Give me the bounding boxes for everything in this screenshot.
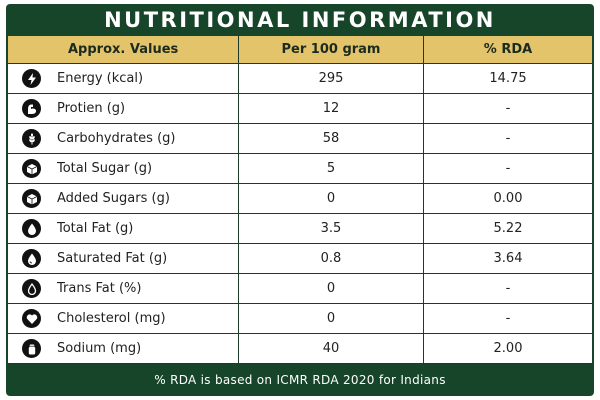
rda-value: - — [505, 161, 511, 176]
table-row: Saturated Fat (g) 0.8 3.64 — [8, 244, 592, 274]
nutrition-panel: NUTRITIONAL INFORMATION Approx. Values P… — [6, 4, 594, 396]
nutrient-label: Protien (g) — [57, 101, 126, 116]
table-row: Trans Fat (%) 0 - — [8, 274, 592, 304]
nutrient-label: Sodium (mg) — [57, 341, 142, 356]
table-row: Added Sugars (g) 0 0.00 — [8, 184, 592, 214]
rda-value: - — [505, 311, 511, 326]
table-row: Carbohydrates (g) 58 - — [8, 124, 592, 154]
table-row: Total Fat (g) 3.5 5.22 — [8, 214, 592, 244]
rda-value: 2.00 — [493, 341, 523, 356]
rda-footnote: % RDA is based on ICMR RDA 2020 for Indi… — [154, 373, 446, 387]
salt-shaker-icon — [22, 339, 41, 358]
lightning-icon — [22, 69, 41, 88]
table-row: Sodium (mg) 40 2.00 — [8, 334, 592, 364]
per-100-value: 0 — [239, 274, 424, 303]
table-row: Energy (kcal) 295 14.75 — [8, 64, 592, 94]
drop-outline-icon — [22, 279, 41, 298]
rda-value: 0.00 — [493, 191, 523, 206]
rda-value: - — [505, 281, 511, 296]
rda-value: 3.64 — [493, 251, 523, 266]
per-100-value: 40 — [239, 334, 424, 363]
fat-drop-icon — [22, 249, 41, 268]
nutrient-label: Cholesterol (mg) — [57, 311, 166, 326]
column-header-approx-values: Approx. Values — [8, 36, 239, 63]
table-row: Cholesterol (mg) 0 - — [8, 304, 592, 334]
nutrient-label: Total Sugar (g) — [57, 161, 153, 176]
sugar-cube-icon — [22, 189, 41, 208]
rda-value: - — [505, 131, 511, 146]
nutrient-label: Saturated Fat (g) — [57, 251, 168, 266]
heart-icon — [22, 309, 41, 328]
nutrient-label: Trans Fat (%) — [57, 281, 142, 296]
nutrient-label: Energy (kcal) — [57, 71, 144, 86]
wheat-icon — [22, 129, 41, 148]
nutrient-label: Added Sugars (g) — [57, 191, 170, 206]
panel-title: NUTRITIONAL INFORMATION — [104, 8, 496, 32]
table-row: Protien (g) 12 - — [8, 94, 592, 124]
rda-value: 14.75 — [489, 71, 527, 86]
per-100-value: 3.5 — [239, 214, 424, 243]
fat-drop-icon — [22, 219, 41, 238]
nutrition-table: Approx. Values Per 100 gram % RDA Energy… — [8, 36, 592, 364]
nutrient-label: Carbohydrates (g) — [57, 131, 176, 146]
sugar-cube-icon — [22, 159, 41, 178]
per-100-value: 12 — [239, 94, 424, 123]
rda-value: 5.22 — [493, 221, 523, 236]
column-header-per-100-gram: Per 100 gram — [239, 36, 424, 63]
flexed-arm-icon — [22, 99, 41, 118]
per-100-value: 0.8 — [239, 244, 424, 273]
per-100-value: 0 — [239, 304, 424, 333]
table-row: Total Sugar (g) 5 - — [8, 154, 592, 184]
per-100-value: 295 — [239, 64, 424, 93]
table-header-row: Approx. Values Per 100 gram % RDA — [8, 36, 592, 64]
per-100-value: 5 — [239, 154, 424, 183]
per-100-value: 58 — [239, 124, 424, 153]
nutrient-label: Total Fat (g) — [57, 221, 134, 236]
rda-value: - — [505, 101, 511, 116]
column-header-rda: % RDA — [483, 42, 533, 57]
per-100-value: 0 — [239, 184, 424, 213]
